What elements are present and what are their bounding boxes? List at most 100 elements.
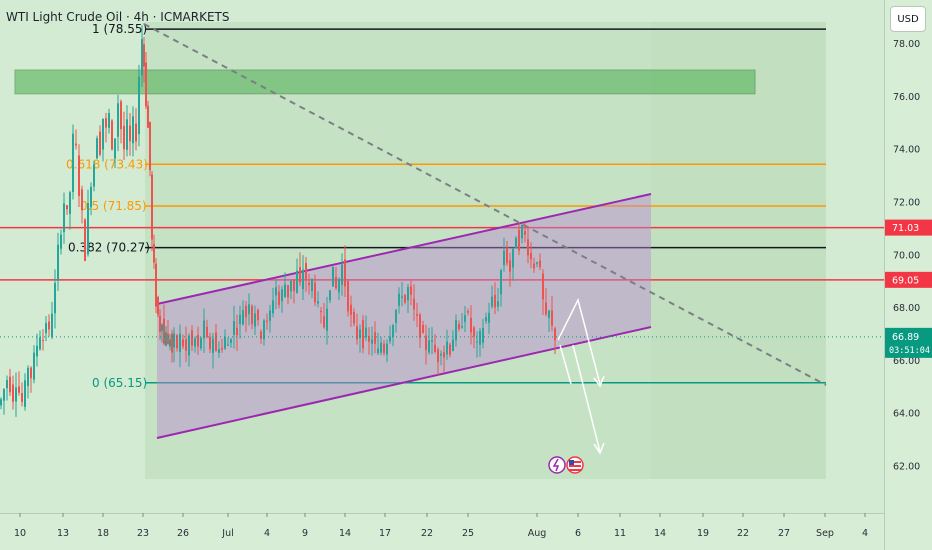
candle-body: [33, 352, 35, 380]
candle-body: [0, 399, 2, 406]
x-tick-label: 23: [137, 528, 149, 539]
candle-body: [464, 315, 466, 322]
y-tick-label: 76.00: [893, 92, 920, 103]
chart-title: WTI Light Crude Oil · 4h · ICMARKETS: [6, 10, 230, 24]
candle-body: [377, 348, 379, 354]
candle-body: [374, 332, 376, 344]
candle-body: [269, 310, 271, 321]
candle-body: [200, 338, 202, 349]
candle-body: [161, 324, 163, 331]
channel-upper-line: [156, 193, 652, 305]
candle-body: [6, 379, 8, 389]
candle-body: [422, 325, 424, 333]
candle-body: [236, 327, 238, 336]
candle-body: [108, 113, 110, 128]
candle-body: [96, 138, 98, 159]
candle-body: [476, 341, 478, 343]
candle-body: [353, 311, 355, 324]
candle-body: [218, 349, 220, 353]
candle-body: [554, 328, 556, 341]
price-tag: [885, 219, 932, 236]
x-tick-label: 6: [575, 528, 581, 539]
candle-body: [419, 314, 421, 338]
candle-body: [123, 125, 125, 150]
arrowhead-a: [593, 375, 605, 388]
y-tick-label: 64.00: [893, 409, 920, 420]
candle-body: [275, 287, 277, 296]
candle-body: [39, 337, 41, 350]
price-tag-label: 71.03: [892, 223, 919, 234]
candle-body: [506, 247, 508, 264]
supply-zone: [14, 69, 756, 95]
candle-body: [242, 310, 244, 325]
candle-body: [151, 174, 153, 240]
fib-level-label: 0.618 (73.43): [66, 157, 148, 171]
candle-body: [3, 389, 5, 401]
candle-body: [15, 387, 17, 402]
candle-body: [299, 267, 301, 283]
x-tick-label: 14: [654, 528, 666, 539]
candle-body: [389, 336, 391, 342]
candle-body: [284, 284, 286, 297]
candle-body: [163, 318, 165, 344]
candle-body: [410, 286, 412, 295]
candle-body: [212, 338, 214, 354]
current-price-tag: [885, 327, 932, 358]
candle-body: [209, 336, 211, 350]
candle-body: [488, 312, 490, 323]
candle-body: [368, 335, 370, 342]
candle-body: [87, 202, 89, 255]
candle-body: [539, 260, 541, 268]
candle-body: [90, 186, 92, 208]
candle-body: [314, 282, 316, 303]
candle-body: [132, 116, 134, 144]
candle-body: [69, 192, 71, 215]
y-tick-label: 66.00: [893, 356, 920, 367]
candle-body: [296, 270, 298, 293]
candle-body: [545, 302, 547, 315]
candle-body: [138, 76, 140, 135]
candle-body: [263, 320, 265, 340]
candle-body: [182, 339, 184, 347]
candle-body: [245, 305, 247, 318]
candle-body: [272, 300, 274, 314]
candle-body: [147, 105, 149, 128]
candle-body: [169, 339, 171, 347]
currency-button[interactable]: USD: [890, 6, 926, 32]
candle-body: [54, 282, 56, 314]
candle-body: [485, 317, 487, 322]
candle-body: [149, 122, 151, 171]
candle-body: [157, 297, 159, 315]
candle-body: [21, 393, 23, 402]
y-tick-label: 70.00: [893, 250, 920, 261]
candle-body: [24, 380, 26, 407]
candle-body: [224, 337, 226, 349]
candle-body: [129, 125, 131, 142]
candle-body: [308, 282, 310, 286]
candle-body: [491, 296, 493, 307]
candle-body: [431, 339, 433, 342]
candle-body: [326, 308, 328, 331]
candle-body: [12, 384, 14, 402]
candle-body: [434, 344, 436, 352]
candle-body: [194, 338, 196, 347]
candle-body: [500, 270, 502, 295]
candle-body: [27, 367, 29, 387]
candle-body: [395, 310, 397, 324]
candle-body: [159, 315, 161, 332]
fib-level-label: 0.382 (70.27): [68, 241, 150, 255]
candle-body: [135, 123, 137, 142]
candle-body: [233, 321, 235, 335]
flag-stripe: [569, 465, 581, 467]
candle-body: [356, 326, 358, 340]
x-tick-label: Jul: [221, 528, 233, 539]
arrowhead-b: [593, 442, 605, 455]
candle-body: [536, 262, 538, 264]
candle-body: [141, 39, 143, 76]
candle-body: [440, 353, 442, 356]
candle-body: [57, 244, 59, 281]
candle-body: [287, 285, 289, 298]
fib-level-label: 1 (78.55): [92, 22, 147, 36]
